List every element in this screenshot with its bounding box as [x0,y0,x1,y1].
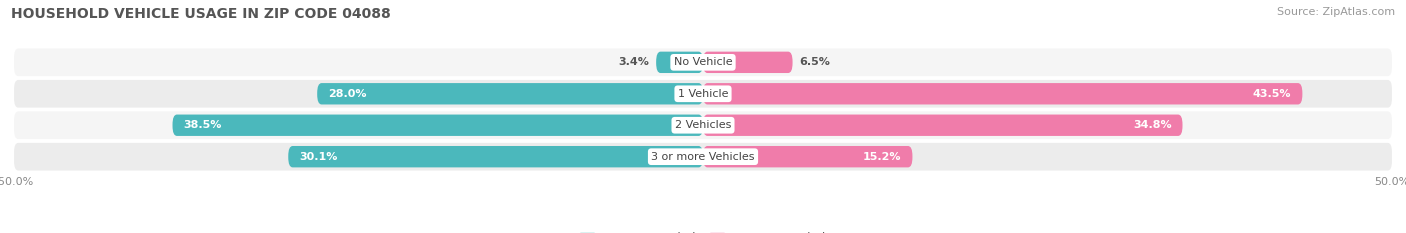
Text: 43.5%: 43.5% [1253,89,1291,99]
Text: 3 or more Vehicles: 3 or more Vehicles [651,152,755,162]
Text: 3.4%: 3.4% [619,57,650,67]
Text: 2 Vehicles: 2 Vehicles [675,120,731,130]
FancyBboxPatch shape [703,83,1302,104]
Text: 34.8%: 34.8% [1133,120,1171,130]
Text: HOUSEHOLD VEHICLE USAGE IN ZIP CODE 04088: HOUSEHOLD VEHICLE USAGE IN ZIP CODE 0408… [11,7,391,21]
Text: No Vehicle: No Vehicle [673,57,733,67]
FancyBboxPatch shape [14,80,1392,108]
Text: 1 Vehicle: 1 Vehicle [678,89,728,99]
FancyBboxPatch shape [14,143,1392,171]
FancyBboxPatch shape [173,115,703,136]
FancyBboxPatch shape [657,52,703,73]
Text: 15.2%: 15.2% [863,152,901,162]
Legend: Owner-occupied, Renter-occupied: Owner-occupied, Renter-occupied [579,232,827,233]
Text: 6.5%: 6.5% [800,57,831,67]
Text: 28.0%: 28.0% [328,89,367,99]
FancyBboxPatch shape [14,48,1392,76]
FancyBboxPatch shape [288,146,703,167]
Text: Source: ZipAtlas.com: Source: ZipAtlas.com [1277,7,1395,17]
FancyBboxPatch shape [703,146,912,167]
Text: 30.1%: 30.1% [299,152,337,162]
Text: 38.5%: 38.5% [184,120,222,130]
FancyBboxPatch shape [703,115,1182,136]
FancyBboxPatch shape [703,52,793,73]
FancyBboxPatch shape [14,111,1392,139]
FancyBboxPatch shape [318,83,703,104]
